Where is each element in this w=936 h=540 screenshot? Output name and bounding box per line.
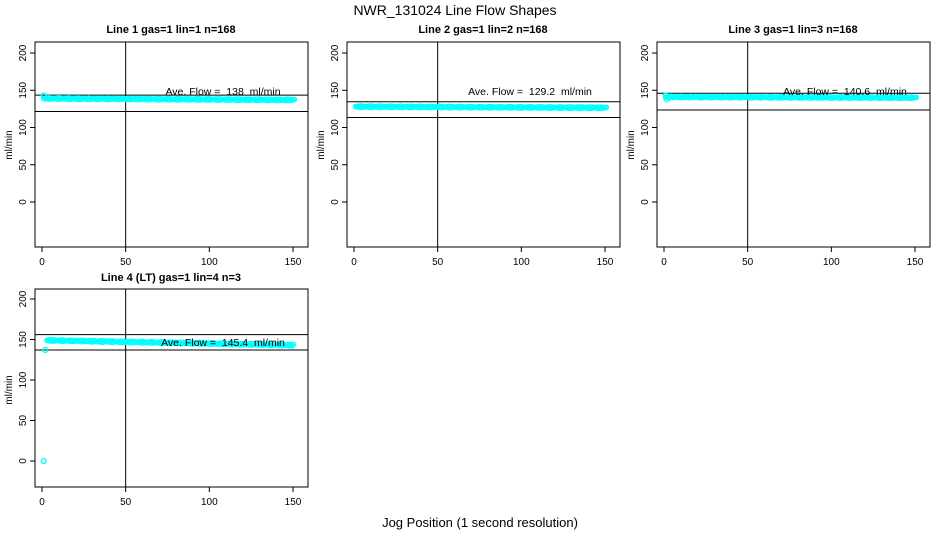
y-tick-label: 0 xyxy=(330,199,341,205)
y-tick-label: 200 xyxy=(18,290,29,307)
y-tick-label: 150 xyxy=(18,331,29,348)
data-point-outlier xyxy=(42,346,49,354)
x-tick-label: 150 xyxy=(907,257,924,268)
subplot-2-ylabel: ml/min xyxy=(316,130,327,159)
y-tick-label: 50 xyxy=(330,159,341,171)
x-tick-label: 50 xyxy=(120,497,132,508)
x-tick-label: 0 xyxy=(39,257,45,268)
x-tick-label: 100 xyxy=(513,257,530,268)
y-tick-label: 0 xyxy=(18,458,29,464)
y-tick-label: 150 xyxy=(330,81,341,98)
subplot-3-title: Line 3 gas=1 lin=3 n=168 xyxy=(728,24,857,36)
plot-box xyxy=(34,288,309,488)
data-point-outlier xyxy=(40,457,47,465)
x-tick-label: 150 xyxy=(285,257,302,268)
y-tick-label: 50 xyxy=(640,159,651,171)
subplot-1-title: Line 1 gas=1 lin=1 n=168 xyxy=(106,24,235,36)
y-tick-label: 100 xyxy=(640,119,651,136)
y-tick-label: 50 xyxy=(18,159,29,171)
y-tick-label: 200 xyxy=(330,44,341,61)
x-tick-label: 0 xyxy=(351,257,357,268)
plot-box xyxy=(346,41,621,248)
x-tick-label: 100 xyxy=(201,497,218,508)
plot-2-content: 0 50 100 150 0 50 100 150 200 xyxy=(330,41,621,268)
x-tick-label: 150 xyxy=(285,497,302,508)
x-tick-label: 50 xyxy=(742,257,754,268)
subplot-1-ylabel: ml/min xyxy=(4,130,15,159)
data-point-outlier xyxy=(40,92,47,99)
y-tick-label: 150 xyxy=(640,81,651,98)
y-tick-label: 200 xyxy=(640,44,651,61)
plot-1-content: 0 50 100 150 0 50 100 150 200 xyxy=(18,41,309,268)
subplot-2-title: Line 2 gas=1 lin=2 n=168 xyxy=(418,24,547,36)
data-point xyxy=(913,94,920,101)
subplot-3-ylabel: ml/min xyxy=(626,130,637,159)
plot-4-content: 0 50 100 150 0 50 100 150 200 xyxy=(18,288,309,508)
y-tick-label: 100 xyxy=(18,371,29,388)
plot-box xyxy=(656,41,931,248)
x-tick-label: 0 xyxy=(661,257,667,268)
x-axis-label: Jog Position (1 second resolution) xyxy=(382,515,578,530)
data-point-outlier xyxy=(662,92,669,99)
y-tick-label: 150 xyxy=(18,81,29,98)
subplot-4: Line 4 (LT) gas=1 lin=4 n=3 ml/min 0 50 10… xyxy=(4,272,309,508)
subplot-2: Line 2 gas=1 lin=2 n=168 ml/min 0 50 100 15… xyxy=(316,24,621,268)
main-title: NWR_131024 Line Flow Shapes xyxy=(353,2,556,18)
y-tick-label: 50 xyxy=(18,415,29,427)
x-tick-label: 0 xyxy=(39,497,45,508)
data-point xyxy=(290,341,297,348)
subplot-4-title: Line 4 (LT) gas=1 lin=4 n=3 xyxy=(101,272,241,284)
subplot-1-annotation: Ave. Flow = 138 ml/min xyxy=(165,86,280,98)
y-tick-label: 200 xyxy=(18,44,29,61)
y-tick-label: 100 xyxy=(18,119,29,136)
subplot-4-annotation: Ave. Flow = 145.4 ml/min xyxy=(161,337,285,349)
subplot-3-annotation: Ave. Flow = 140.6 ml/min xyxy=(783,86,907,98)
subplot-3: Line 3 gas=1 lin=3 n=168 ml/min 0 50 100 15… xyxy=(626,24,931,268)
x-tick-label: 100 xyxy=(823,257,840,268)
data-point-outlier xyxy=(663,96,670,103)
plot-3-content: 0 50 100 150 0 50 100 150 200 xyxy=(640,41,931,268)
x-tick-label: 50 xyxy=(432,257,444,268)
y-tick-label: 0 xyxy=(18,199,29,205)
y-tick-label: 100 xyxy=(330,119,341,136)
subplot-1: Line 1 gas=1 lin=1 n=168 ml/min 0 50 100 15… xyxy=(4,24,309,268)
x-tick-label: 50 xyxy=(120,257,132,268)
subplot-2-annotation: Ave. Flow = 129.2 ml/min xyxy=(468,86,592,98)
data-point xyxy=(603,104,610,111)
subplot-4-ylabel: ml/min xyxy=(4,375,15,404)
x-tick-label: 100 xyxy=(201,257,218,268)
plot-box xyxy=(34,41,309,248)
data-point xyxy=(291,96,298,103)
y-tick-label: 0 xyxy=(640,199,651,205)
x-tick-label: 150 xyxy=(597,257,614,268)
